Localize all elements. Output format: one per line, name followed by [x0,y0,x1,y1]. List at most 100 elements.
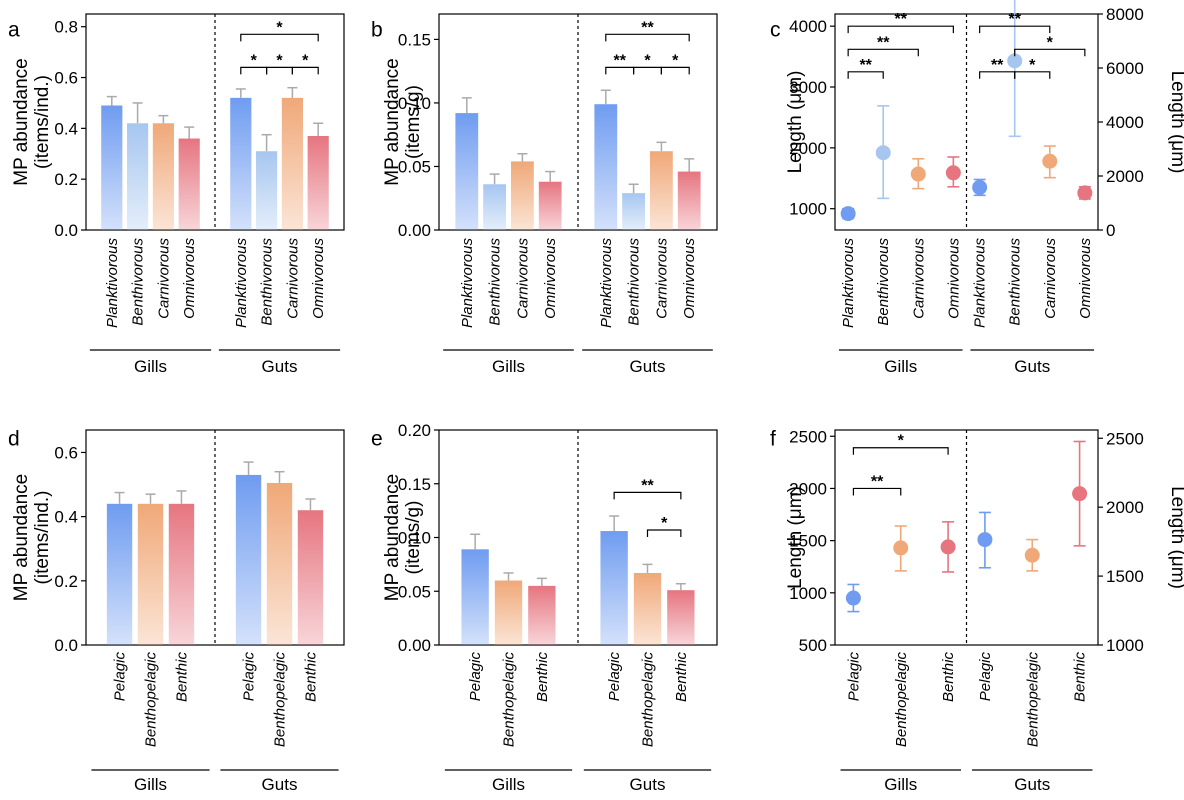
significance-bracket [240,33,319,42]
bar [127,123,149,230]
y-right-axis-label: Length (μm) [1167,486,1184,589]
significance-label: ** [641,477,654,494]
y-tick-label: 0.20 [398,421,431,440]
significance-label: ** [641,19,654,36]
significance-label: * [672,52,679,69]
y-tick-label: 0.0 [54,636,78,655]
category-label: Benthic [940,652,957,703]
group-label: Gills [884,775,917,794]
category-label: Benthopelagic [143,652,160,748]
bar [178,138,200,230]
bar [622,193,645,230]
y-tick-label: 0.2 [54,572,78,591]
y-tick-label: 0.10 [398,529,431,548]
category-label: Benthivorous [487,238,504,326]
significance-label: * [276,52,283,69]
data-point [875,145,891,161]
panel-a: a 0.0 0.2 0.4 0.6 0.8 MP abundance (items/ind.)… [8,13,345,376]
category-label: Pelagic [845,652,862,702]
y-tick-label: 0.00 [398,636,431,655]
significance-bracket [1014,48,1086,57]
y-tick-label: 0.2 [54,170,78,189]
panel-b: b 0.00 0.05 0.10 0.15 MP abundance (items/g) Pl… [371,13,718,376]
significance-label: * [1047,34,1054,51]
y-tick-label: 2500 [789,427,827,446]
bar [667,590,695,645]
significance-bracket [979,25,1051,34]
category-label: Pelagic [977,652,994,702]
significance-bracket [847,71,884,79]
y-right-tick-label: 1500 [1106,567,1144,586]
y-axis-label: Length (μm) [785,486,806,589]
category-label: Benthic [1072,652,1089,703]
group-label: Gills [492,775,525,794]
y-tick-label: 0.6 [54,443,78,462]
significance-label: ** [877,34,890,51]
category-label: Carnivorous [284,238,301,319]
y-tick-label: 2000 [789,139,827,158]
data-point [1077,185,1093,201]
group-label: Guts [630,775,666,794]
bar [455,113,479,230]
group-label: Gills [884,357,917,376]
category-label: Benthivorous [875,238,892,326]
category-label: Omnivorous [945,238,962,319]
category-label: Benthivorous [626,238,643,326]
y-axis-label: Length (μm) [785,71,806,174]
panel-label-e: e [371,427,383,450]
category-label: Omnivorous [181,238,198,319]
group-label: Guts [262,357,298,376]
data-point [940,539,956,555]
significance-bracket [852,447,949,455]
data-point [910,166,926,182]
y-tick-label: 2000 [789,479,827,498]
significance-bracket [852,487,902,496]
y-axis-label-unit: (items/ind.) [32,491,53,585]
category-label: Benthopelagic [272,652,289,748]
panel-label-c: c [770,18,781,41]
bar [266,482,293,645]
data-point [845,590,861,606]
bar [256,151,278,230]
group-label: Gills [492,357,525,376]
y-tick-label: 1500 [789,532,827,551]
data-point [1007,53,1023,69]
category-label: Planktivorous [233,238,250,329]
bar [511,161,534,230]
y-axis-label: MP abundance [11,474,32,601]
category-label: Benthopelagic [1024,652,1041,748]
bar [297,510,324,645]
significance-label: ** [613,52,626,69]
y-tick-label: 0.05 [398,582,431,601]
panel-label-d: d [8,427,20,450]
data-point [977,532,993,548]
significance-label: * [302,52,309,69]
significance-bracket [613,491,682,500]
y-right-tick-label: 1000 [1106,636,1144,655]
y-tick-label: 1000 [789,200,827,219]
y-tick-label: 0.00 [398,221,431,240]
significance-label: ** [895,11,908,28]
significance-bracket [847,25,954,34]
data-point [893,540,909,556]
category-label: Planktivorous [840,238,857,329]
group-label: Guts [630,357,666,376]
group-label: Guts [1014,357,1050,376]
category-label: Omnivorous [681,238,698,319]
category-label: Pelagic [467,652,484,702]
bar [461,549,489,645]
category-label: Carnivorous [1042,238,1059,319]
bar [594,104,618,230]
bar [101,105,123,230]
y-right-tick-label: 2000 [1106,498,1144,517]
y-tick-label: 0.4 [54,119,78,138]
y-tick-label: 3000 [789,78,827,97]
y-right-tick-label: 0 [1106,221,1115,240]
category-label: Benthivorous [1007,238,1024,326]
panel-label-a: a [8,18,20,41]
y-axis-label: MP abundance [382,474,403,601]
category-label: Carnivorous [910,238,927,319]
y-tick-label: 0.6 [54,69,78,88]
